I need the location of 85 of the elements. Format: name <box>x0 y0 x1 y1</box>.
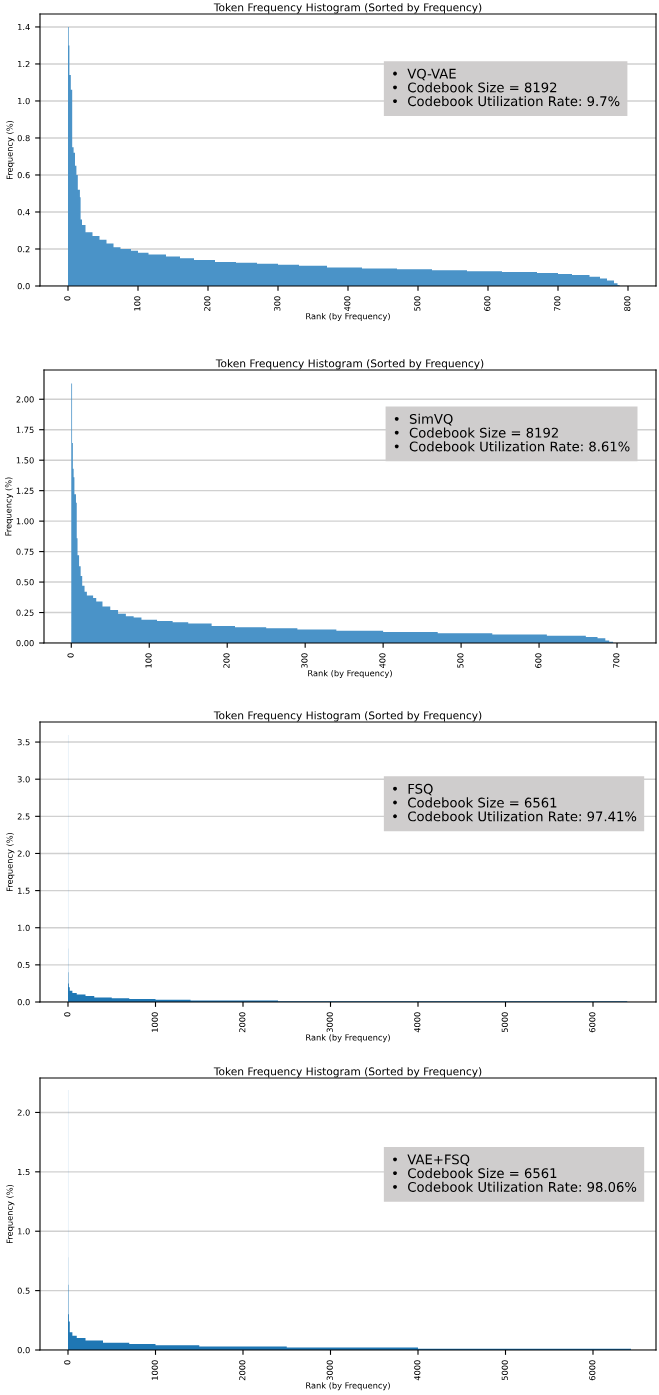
x-tick-label: 0 <box>64 296 71 301</box>
chart-title: Token Frequency Histogram (Sorted by Frequency) <box>213 1067 482 1078</box>
annotation: • Codebook Utilization Rate: 98.06% <box>393 1181 637 1192</box>
y-tick-label: 1.00 <box>16 518 34 525</box>
annotation: • FSQ <box>393 783 433 796</box>
chart-title: Token Frequency Histogram (Sorted by Frequency) <box>215 359 484 370</box>
annotation: • Codebook Size = 6561 <box>393 797 557 808</box>
x-axis-title: Rank (by Frequency) <box>306 312 390 321</box>
y-axis-title: Frequency (%) <box>5 477 14 536</box>
y-tick-label: 2.0 <box>17 850 30 857</box>
x-tick-label: 4000 <box>414 1360 421 1381</box>
y-tick-label: 0.5 <box>17 961 30 969</box>
annotation: • Codebook Utilization Rate: 97.41% <box>393 811 637 822</box>
annotation: • Codebook Utilization Rate: 8.61% <box>394 441 630 452</box>
chart-title: Token Frequency Histogram (Sorted by Frequency) <box>213 3 482 14</box>
y-tick-label: 0.50 <box>16 579 34 586</box>
x-tick-label: 400 <box>344 296 351 312</box>
annotation: • Codebook Size = 6561 <box>393 1167 557 1179</box>
y-tick-label: 1.2 <box>18 60 30 68</box>
y-tick-label: 1.0 <box>18 97 30 105</box>
y-tick-label: 0.2 <box>17 246 30 253</box>
x-tick-label: 6000 <box>589 1360 596 1381</box>
x-tick-label: 500 <box>414 296 421 311</box>
y-tick-label: 2.00 <box>16 396 34 403</box>
x-tick-label: 700 <box>554 296 561 311</box>
x-axis-title: Rank (by Frequency) <box>306 1034 390 1043</box>
y-axis-title: Frequency (%) <box>6 120 15 179</box>
y-tick-label: 0.00 <box>16 640 34 647</box>
y-tick-label: 0.5 <box>17 1287 30 1294</box>
y-tick-label: 1.25 <box>16 487 34 494</box>
chart-title: Token Frequency Histogram (Sorted by Frequency) <box>213 711 482 722</box>
y-tick-label: 1.0 <box>18 924 30 931</box>
y-tick-label: 0.0 <box>17 1347 30 1354</box>
x-tick-label: 1000 <box>151 1012 158 1032</box>
x-tick-label: 2000 <box>239 1012 246 1033</box>
y-tick-label: 0.0 <box>17 999 30 1006</box>
annotation: • Codebook Size = 8192 <box>393 82 557 93</box>
annotation: • VQ-VAE <box>393 68 456 81</box>
y-tick-label: 1.75 <box>16 426 34 433</box>
x-tick-label: 100 <box>145 653 152 668</box>
y-axis-title: Frequency (%) <box>6 832 15 891</box>
x-tick-label: 500 <box>457 653 464 668</box>
y-axis-title: Frequency (%) <box>6 1184 15 1243</box>
x-axis-title: Rank (by Frequency) <box>308 669 392 678</box>
x-tick-label: 700 <box>613 653 620 668</box>
x-tick-label: 300 <box>274 296 281 311</box>
y-tick-label: 0.75 <box>16 548 34 555</box>
y-tick-label: 3.0 <box>17 776 30 783</box>
y-tick-label: 1.5 <box>18 887 30 894</box>
y-tick-label: 2.5 <box>17 813 30 820</box>
x-tick-label: 5000 <box>501 1012 508 1033</box>
x-tick-label: 4000 <box>414 1012 421 1033</box>
x-tick-label: 1000 <box>151 1360 158 1380</box>
y-tick-label: 1.0 <box>18 1228 30 1235</box>
annotation: • Codebook Utilization Rate: 9.7% <box>393 95 620 107</box>
x-tick-label: 300 <box>301 653 308 668</box>
x-tick-label: 3000 <box>326 1360 333 1381</box>
x-tick-label: 400 <box>379 653 386 669</box>
annotation: • VAE+FSQ <box>393 1154 470 1166</box>
y-tick-label: 1.5 <box>18 1168 30 1176</box>
annotation: • Codebook Size = 8192 <box>394 427 558 438</box>
y-tick-label: 3.5 <box>17 739 30 746</box>
x-tick-label: 100 <box>134 296 141 311</box>
x-tick-label: 2000 <box>239 1360 246 1381</box>
y-tick-label: 2.0 <box>17 1109 30 1116</box>
y-tick-label: 0.25 <box>16 609 34 616</box>
x-tick-label: 200 <box>223 653 230 668</box>
y-tick-label: 1.50 <box>16 457 34 464</box>
y-tick-label: 0.6 <box>17 171 30 179</box>
x-tick-label: 6000 <box>589 1012 596 1033</box>
x-tick-label: 0 <box>67 653 74 658</box>
x-axis-title: Rank (by Frequency) <box>306 1382 390 1391</box>
y-tick-label: 0.0 <box>17 283 30 290</box>
x-tick-label: 5000 <box>501 1360 508 1381</box>
y-tick-label: 0.8 <box>17 134 30 142</box>
x-tick-label: 200 <box>204 296 211 311</box>
x-tick-label: 0 <box>64 1360 71 1365</box>
x-tick-label: 600 <box>484 296 491 311</box>
y-tick-label: 0.4 <box>17 208 30 216</box>
x-tick-label: 0 <box>64 1012 71 1017</box>
x-tick-label: 800 <box>624 296 631 311</box>
x-tick-label: 3000 <box>326 1012 333 1033</box>
annotation: • SimVQ <box>394 413 453 426</box>
y-tick-label: 1.4 <box>18 24 30 31</box>
x-tick-label: 600 <box>535 653 542 668</box>
